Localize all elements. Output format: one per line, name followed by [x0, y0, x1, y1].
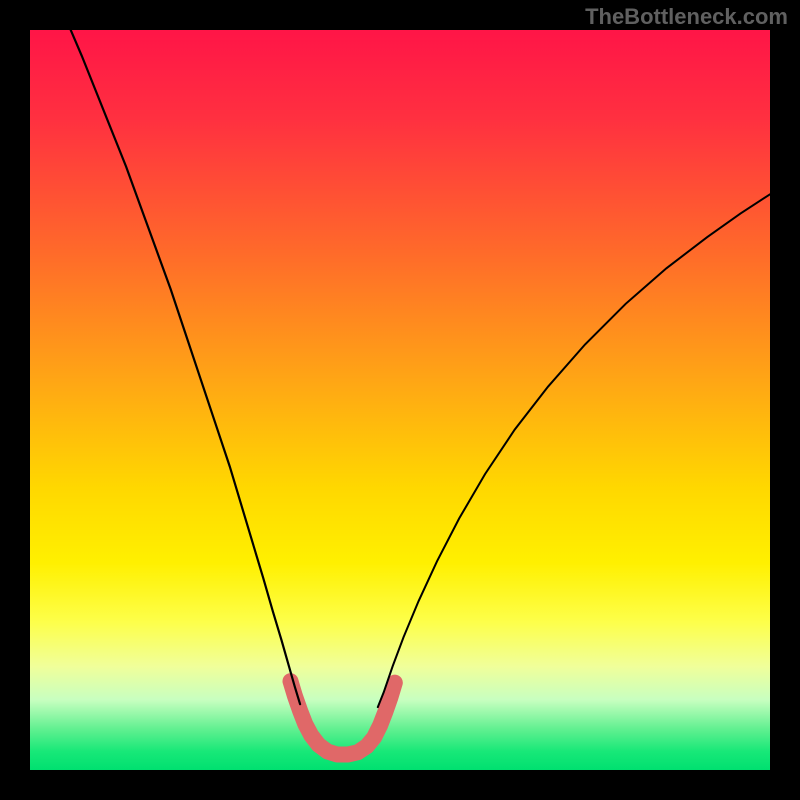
gradient-background	[30, 30, 770, 770]
chart-frame: TheBottleneck.com	[0, 0, 800, 800]
watermark-text: TheBottleneck.com	[585, 4, 788, 30]
chart-svg	[30, 30, 770, 770]
plot-area	[30, 30, 770, 770]
